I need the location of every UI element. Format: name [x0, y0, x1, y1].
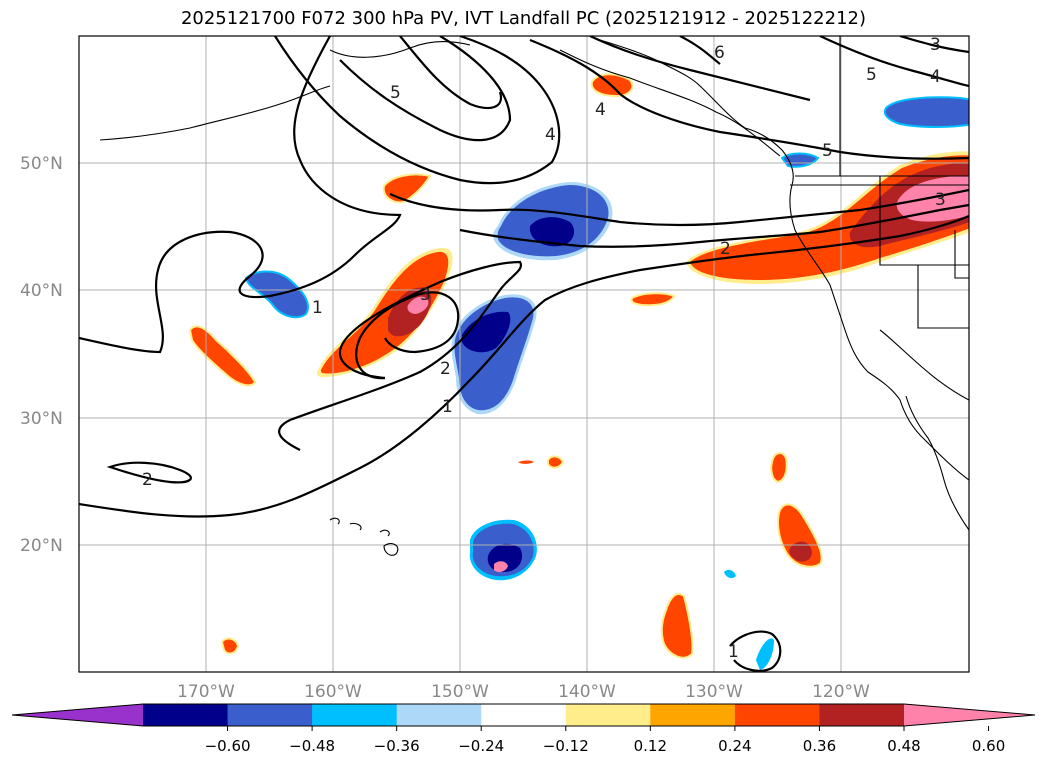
positive-anomaly-small-3 — [660, 592, 694, 659]
contour-label: 2 — [440, 359, 451, 379]
contour-label: 3 — [935, 190, 946, 210]
lon-label: 160°W — [304, 682, 362, 702]
contour-label: 5 — [390, 83, 401, 103]
positive-anomaly-small-5 — [547, 455, 565, 469]
gridlines — [79, 36, 969, 672]
colorbar-segment — [227, 704, 313, 726]
colorbar-tick-label: −0.12 — [543, 737, 589, 755]
contour-label: 3 — [930, 35, 941, 55]
colorbar-outline — [11, 703, 1036, 727]
shading-layer — [188, 73, 969, 670]
contour-label: 2 — [720, 239, 731, 259]
lat-label: 30°N — [20, 409, 63, 429]
colorbar-tick-label: −0.60 — [205, 737, 251, 755]
colorbar-extend-max — [904, 704, 1035, 726]
lon-label: 150°W — [431, 682, 489, 702]
colorbar: −0.60 −0.48 −0.36 −0.24 −0.12 0.12 0.24 0.36 0.4… — [11, 703, 1036, 755]
positive-anomaly-small-2 — [770, 452, 788, 484]
map-title: 2025121700 F072 300 hPa PV, IVT Landfall… — [180, 8, 867, 29]
positive-anomaly-small-1 — [630, 292, 676, 307]
contour-label: 1 — [728, 642, 739, 662]
positive-anomaly-west — [188, 325, 257, 387]
colorbar-segment — [734, 704, 820, 726]
colorbar-tick-label: 0.24 — [718, 737, 751, 755]
negative-anomaly-northeast — [883, 96, 969, 128]
colorbar-tick-label: 0.48 — [887, 737, 920, 755]
colorbar-segment — [650, 704, 736, 726]
positive-anomaly-northwest-coast — [686, 151, 969, 284]
colorbar-tick-label: −0.48 — [289, 737, 335, 755]
contour-label: 4 — [545, 125, 556, 145]
contour-label: 1 — [312, 298, 323, 318]
lon-label: 170°W — [177, 682, 235, 702]
colorbar-segment — [312, 704, 398, 726]
contour-label: 6 — [714, 43, 725, 63]
contour-label: 4 — [930, 67, 941, 87]
colorbar-tick-label: 0.12 — [634, 737, 667, 755]
contour-label-group: 1 1 1 2 2 2 3 3 3 4 4 4 5 5 5 6 — [142, 35, 946, 662]
contour-lines — [79, 36, 969, 672]
contour-label: 3 — [420, 285, 431, 305]
map-frame — [78, 35, 970, 673]
lat-label: 40°N — [20, 281, 63, 301]
colorbar-tick-label: 0.60 — [972, 737, 1005, 755]
lon-label: 140°W — [558, 682, 616, 702]
contour-label: 4 — [595, 100, 606, 120]
lon-label: 130°W — [685, 682, 743, 702]
coastlines — [99, 36, 969, 556]
lon-label: 120°W — [812, 682, 870, 702]
colorbar-tick-label: 0.36 — [803, 737, 836, 755]
colorbar-tick-label: −0.36 — [374, 737, 420, 755]
negative-anomaly-south — [469, 519, 537, 581]
lat-label: 50°N — [20, 154, 63, 174]
positive-anomaly-small-4 — [220, 637, 240, 655]
negative-anomaly-north — [493, 182, 613, 261]
colorbar-segment — [396, 704, 482, 726]
positive-anomaly-north-1 — [382, 173, 432, 204]
colorbar-extend-min — [12, 704, 143, 726]
colorbar-segment — [481, 704, 567, 726]
contour-label: 5 — [822, 141, 833, 161]
lon-axis-labels: 170°W 160°W 150°W 140°W 130°W 120°W — [177, 682, 870, 702]
contour-label: 2 — [142, 470, 153, 490]
colorbar-segment — [565, 704, 651, 726]
contour-label: 5 — [866, 65, 877, 85]
colorbar-segment — [143, 704, 229, 726]
lat-label: 20°N — [20, 536, 63, 556]
contour-label: 1 — [442, 397, 453, 417]
colorbar-segment — [819, 704, 905, 726]
negative-anomaly-small — [756, 638, 774, 670]
lat-axis-labels: 50°N 40°N 30°N 20°N — [20, 154, 63, 556]
colorbar-tick-label: −0.24 — [458, 737, 504, 755]
